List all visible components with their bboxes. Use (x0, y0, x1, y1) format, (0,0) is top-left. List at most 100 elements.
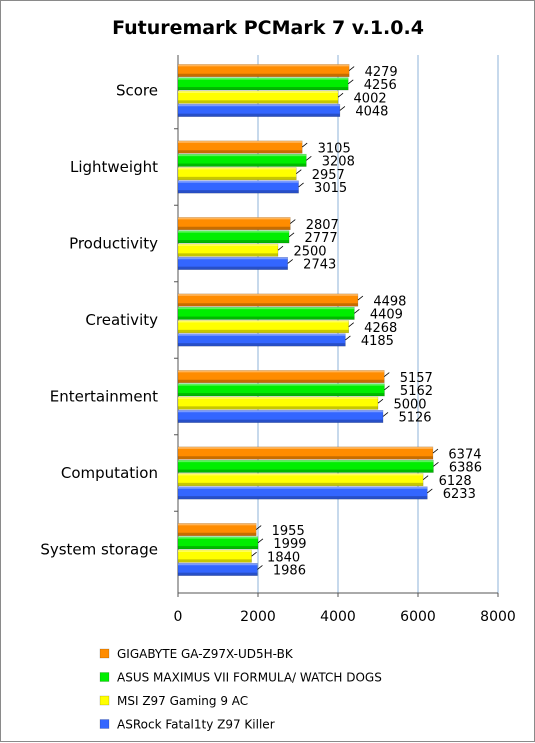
data-label-leader (290, 219, 296, 224)
bar-shade-0 (178, 379, 385, 383)
data-label-leader (422, 475, 429, 480)
data-label-leader (287, 259, 293, 264)
bar-shade-2 (178, 482, 424, 486)
bar-highlight-0 (178, 523, 257, 526)
data-label: 5157 (400, 371, 433, 386)
legend-label: MSI Z97 Gaming 9 AC (117, 694, 248, 708)
bar-highlight-2 (178, 320, 349, 323)
data-label: 4048 (355, 105, 388, 120)
bar-shade-0 (178, 73, 350, 77)
bar-highlight-3 (178, 257, 288, 260)
bar-highlight-0 (178, 217, 291, 220)
data-label: 1840 (267, 550, 300, 565)
bar-highlight-3 (178, 486, 428, 489)
bar-1 (177, 536, 259, 550)
bar-shade-3 (178, 190, 299, 194)
bar-shade-1 (178, 87, 349, 91)
data-label-leader (255, 525, 262, 530)
bar-highlight-1 (178, 460, 434, 463)
chart-title: Futuremark PCMark 7 v.1.0.4 (112, 17, 424, 39)
data-label-leader (348, 322, 354, 327)
category-label: Productivity (69, 235, 158, 253)
bar-highlight-0 (178, 293, 358, 296)
category-label: Lightweight (70, 158, 158, 176)
data-label: 4002 (354, 91, 387, 106)
x-tick-label: 2000 (240, 609, 276, 625)
data-label-leader (339, 106, 346, 111)
bar-highlight-0 (178, 64, 350, 67)
data-label-leader (357, 295, 364, 301)
data-label-leader (384, 372, 390, 377)
bar-shade-2 (178, 406, 378, 410)
data-label: 1955 (272, 524, 305, 539)
data-label-leader (384, 385, 390, 391)
bar-highlight-1 (178, 383, 385, 386)
data-label: 6128 (439, 474, 472, 489)
bar-3 (177, 104, 341, 117)
bar-shade-2 (178, 559, 252, 563)
data-label: 4256 (364, 78, 397, 93)
data-label-leader (257, 565, 263, 570)
bar-highlight-2 (178, 167, 297, 170)
data-label-leader (257, 538, 264, 544)
data-label-leader (354, 309, 360, 314)
bar-highlight-2 (178, 243, 278, 246)
data-label-leader (377, 398, 384, 404)
data-label: 6233 (443, 487, 476, 502)
data-label: 3015 (314, 181, 347, 196)
bar-0 (177, 293, 359, 307)
data-label-leader (433, 462, 439, 467)
data-label-leader (427, 488, 433, 494)
data-label: 2957 (312, 168, 345, 183)
data-label: 4498 (373, 294, 406, 309)
bar-shade-3 (178, 496, 428, 500)
bar-shade-1 (178, 163, 307, 167)
bar-highlight-1 (178, 77, 349, 80)
bar-highlight-2 (178, 549, 252, 552)
bar-highlight-3 (178, 563, 258, 566)
bar-highlight-3 (178, 180, 299, 183)
bar-highlight-3 (178, 333, 346, 336)
data-label-leader (347, 79, 354, 85)
data-label-leader (382, 412, 389, 417)
bar-highlight-1 (178, 154, 307, 157)
bar-shade-2 (178, 176, 297, 180)
data-label-leader (306, 156, 312, 161)
data-label-leader (288, 232, 295, 238)
bar-shade-1 (178, 316, 355, 320)
bar-shade-0 (178, 303, 358, 307)
bar-highlight-3 (178, 410, 384, 413)
data-label: 6374 (448, 447, 481, 462)
bar-shade-3 (178, 572, 258, 576)
data-label: 1986 (273, 564, 306, 579)
bar-shade-0 (178, 532, 257, 536)
bar-shade-1 (178, 240, 290, 244)
bar-highlight-1 (178, 230, 290, 233)
data-label: 4185 (361, 334, 394, 349)
bar-highlight-3 (178, 104, 340, 107)
bar-shade-2 (178, 329, 349, 333)
category-label: System storage (40, 541, 158, 559)
data-label: 4279 (365, 65, 398, 80)
data-label-leader (348, 66, 355, 71)
category-label: Entertainment (50, 388, 158, 406)
data-label-leader (251, 551, 257, 557)
bar-highlight-1 (178, 307, 355, 310)
data-label: 3208 (322, 155, 355, 170)
legend: GIGABYTE GA-Z97X-UD5H-BK ASUS MAXIMUS VII… (99, 647, 382, 732)
data-label: 1999 (273, 537, 306, 552)
bar-2 (177, 320, 349, 334)
bar-2 (177, 473, 424, 487)
x-tick-label: 0 (174, 609, 183, 625)
data-label: 2743 (303, 258, 336, 273)
bar-shade-3 (178, 266, 288, 270)
data-label: 6386 (449, 461, 482, 476)
data-label-leader (432, 448, 439, 454)
data-label: 2500 (293, 244, 326, 259)
bar-shade-3 (178, 343, 346, 347)
bar-shade-1 (178, 469, 434, 473)
bar-highlight-0 (178, 140, 303, 143)
legend-swatch (99, 648, 110, 659)
